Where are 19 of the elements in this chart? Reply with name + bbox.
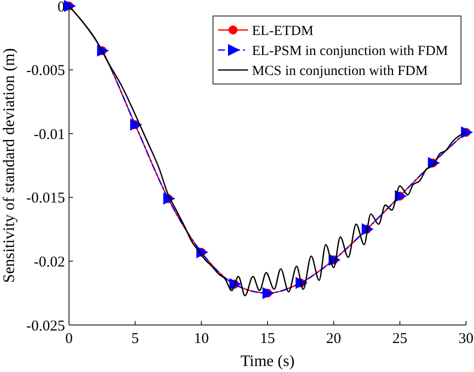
legend-label: EL-PSM in conjunction with FDM xyxy=(252,44,449,59)
x-tick-label: 5 xyxy=(131,331,139,347)
x-tick-label: 30 xyxy=(458,331,474,347)
point xyxy=(130,118,142,131)
y-tick-label: -0.015 xyxy=(26,190,65,207)
y-tick-label: -0.02 xyxy=(34,254,65,270)
x-tick-label: 10 xyxy=(194,331,209,347)
y-tick-label: -0.01 xyxy=(34,126,65,143)
y-tick-label: -0.025 xyxy=(26,318,65,334)
x-axis-title: Time (s) xyxy=(240,353,295,370)
y-tick-label: -0.005 xyxy=(26,63,65,80)
legend-label: MCS in conjunction with FDM xyxy=(252,64,428,79)
x-tick-label: 20 xyxy=(326,331,342,347)
x-tick-label: 15 xyxy=(260,331,275,347)
x-tick-label: 25 xyxy=(392,331,408,347)
legend-label: EL-ETDM xyxy=(252,24,314,39)
point xyxy=(64,0,76,12)
y-axis-title: Sensitivity of standard deviation (m) xyxy=(1,48,18,283)
point xyxy=(262,287,274,300)
